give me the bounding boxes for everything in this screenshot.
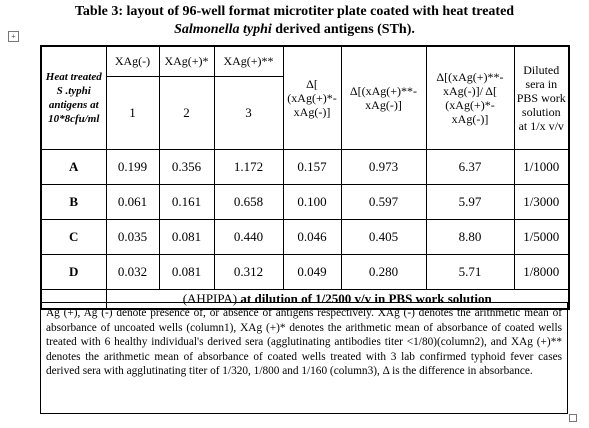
column-header: Δ[ (xAg(+)*-xAg(-)] — [282, 45, 342, 150]
cell: 8.80 — [425, 218, 515, 255]
cell: 1/5000 — [513, 218, 570, 255]
data-row: A 0.199 0.356 1.172 0.157 0.973 6.37 1/1000 — [40, 148, 570, 185]
title-line: Table 3: layout of 96-well format microt… — [74, 4, 515, 19]
header-row: Heat treated S .typhi antigens at 10*8cf… — [40, 45, 570, 150]
column-header: Diluted sera in PBS work solution at 1/x… — [513, 45, 570, 150]
data-row: C 0.035 0.081 0.440 0.046 0.405 8.80 1/5000 — [40, 218, 570, 255]
column-number: 1 — [105, 75, 160, 150]
cell: 0.161 — [158, 183, 215, 220]
data-table: Heat treated S .typhi antigens at 10*8cf… — [40, 45, 570, 310]
cell: 0.061 — [105, 183, 160, 220]
cell: 1/1000 — [513, 148, 570, 185]
footer-row: (AHPIPA) at dilution of 1/2500 v/v in PB… — [41, 288, 570, 309]
column-header: Δ[(xAg(+)**-xAg(-)] — [340, 45, 427, 150]
cell: 1/8000 — [513, 253, 570, 290]
cell: 0.049 — [282, 253, 342, 290]
cell: 1.172 — [213, 148, 284, 185]
data-row: D 0.032 0.081 0.312 0.049 0.280 5.71 1/8000 — [40, 253, 570, 290]
footer-cell: (AHPIPA) at dilution of 1/2500 v/v in PB… — [105, 288, 570, 309]
row-label: B — [40, 183, 107, 220]
corner-header: Heat treated S .typhi antigens at 10*8cf… — [40, 45, 107, 150]
column-header: XAg(+)** — [213, 45, 284, 77]
cell: 0.597 — [340, 183, 427, 220]
footer-prefix: (AHPIPA) — [182, 290, 238, 306]
move-handle[interactable]: + — [8, 31, 19, 42]
cell: 0.032 — [105, 253, 160, 290]
cell: 0.081 — [158, 253, 215, 290]
cell: 0.100 — [282, 183, 342, 220]
cell: 0.280 — [340, 253, 427, 290]
cell: 0.440 — [213, 218, 284, 255]
column-number: 2 — [158, 75, 215, 150]
cell: 0.035 — [105, 218, 160, 255]
column-header: XAg(+)* — [158, 45, 215, 77]
cell: 0.312 — [213, 253, 284, 290]
footnote: Ag (+), Ag (-) denote presence of, or ab… — [40, 302, 568, 414]
cell: 5.97 — [425, 183, 515, 220]
column-header: Δ[(xAg(+)**-xAg(-)]/ Δ[ (xAg(+)*-xAg(-)] — [425, 45, 515, 150]
table-body: A 0.199 0.356 1.172 0.157 0.973 6.37 1/1000 B 0.0… — [40, 148, 570, 290]
row-label: C — [40, 218, 107, 255]
row-label: D — [40, 253, 107, 290]
header-row: 1 2 3 — [41, 75, 569, 150]
column-header: XAg(-) — [105, 45, 160, 77]
row-label: A — [40, 148, 107, 185]
resize-handle[interactable] — [569, 414, 577, 422]
table-title: Table 3: layout of 96-well format microt… — [0, 3, 589, 39]
footer-text: at dilution of 1/2500 v/v in PBS work so… — [237, 290, 492, 306]
title-italic: Salmonella typhi — [174, 22, 272, 37]
cell: 0.046 — [282, 218, 342, 255]
cell: 0.199 — [105, 148, 160, 185]
title-rest: derived antigens (STh). — [271, 22, 415, 37]
cell: 5.71 — [425, 253, 515, 290]
data-row: B 0.061 0.161 0.658 0.100 0.597 5.97 1/3000 — [40, 183, 570, 220]
cell: 0.405 — [340, 218, 427, 255]
cell: 0.973 — [340, 148, 427, 185]
cell: 0.356 — [158, 148, 215, 185]
cell: 0.157 — [282, 148, 342, 185]
cell: 1/3000 — [513, 183, 570, 220]
cell: 0.658 — [213, 183, 284, 220]
cell: 0.081 — [158, 218, 215, 255]
cell: 6.37 — [425, 148, 515, 185]
column-number: 3 — [213, 75, 284, 150]
